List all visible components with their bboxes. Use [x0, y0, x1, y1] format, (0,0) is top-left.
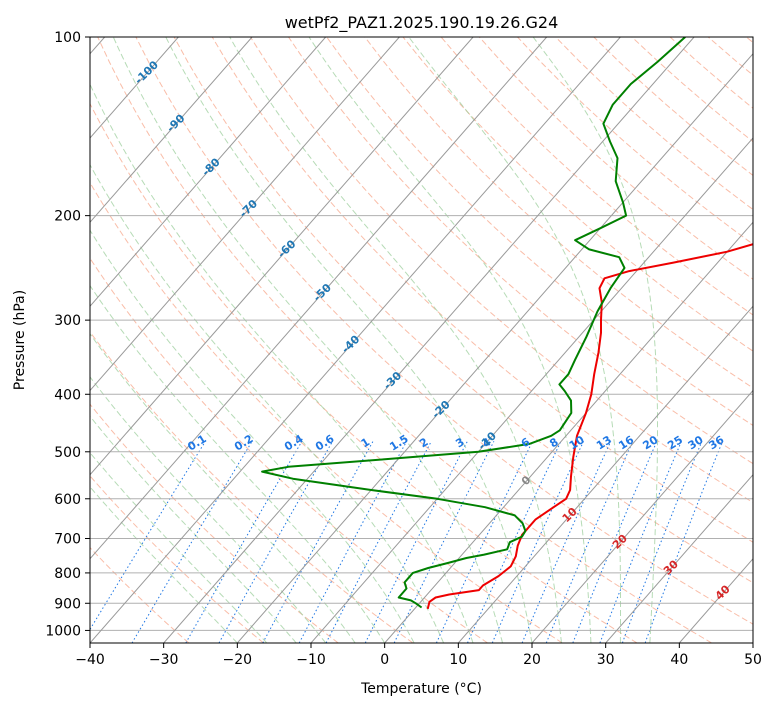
y-tick-label: 400 [54, 387, 81, 403]
y-axis: 100 200 300 400 500 600 700 800 900 1000 [45, 30, 90, 639]
dry-adiabat-line [173, 37, 753, 584]
dewpoint-profile [261, 37, 686, 609]
temperature-profile [426, 243, 753, 610]
x-tick-label: 40 [670, 652, 688, 668]
mixing-ratio-line [131, 441, 253, 643]
isotherm-line [90, 37, 253, 223]
mixing-ratio-line [545, 441, 634, 643]
x-tick-label: −10 [296, 652, 326, 668]
dry-adiabat-line [90, 102, 638, 643]
mixing-ratio-line [393, 441, 495, 643]
dry-adiabat-line [135, 37, 753, 625]
dry-adiabat-line [288, 37, 753, 465]
mixing-ratio-line [262, 441, 374, 643]
moist-adiabat-line [165, 37, 533, 643]
dry-adiabat-line [90, 257, 488, 643]
x-tick-label: −40 [75, 652, 105, 668]
plot-area [90, 37, 753, 643]
y-tick-label: 1000 [45, 623, 81, 639]
isotherm-line [163, 37, 695, 643]
moist-adiabat-line [90, 83, 474, 643]
x-axis: −40 −30 −20 −10 0 10 20 30 40 50 [75, 643, 762, 668]
x-tick-label: 0 [380, 652, 389, 668]
moist-adiabat-line [90, 486, 238, 643]
plot-frame [89, 36, 754, 644]
x-tick-label: 30 [597, 652, 615, 668]
mixing-ratio-line [90, 441, 206, 631]
dry-adiabat-line [97, 37, 712, 643]
y-tick-label: 800 [54, 566, 81, 582]
y-tick-label: 300 [54, 313, 81, 329]
dry-adiabat-line [402, 37, 753, 352]
y-tick-label: 700 [54, 532, 81, 548]
moist-adiabat-line [90, 451, 268, 643]
moist-adiabat-line [308, 37, 592, 643]
y-axis-label: Pressure (hPa) [12, 290, 28, 390]
isotherm-line [457, 305, 753, 643]
sounding-series [261, 37, 753, 610]
x-axis-label: Temperature (°C) [360, 681, 482, 697]
mixing-ratio-line [491, 441, 585, 643]
moist-adiabat-line [112, 37, 503, 643]
moist-adiabat-line [229, 37, 562, 643]
mixing-ratio-lines [90, 441, 723, 643]
x-tick-label: 20 [523, 652, 541, 668]
isotherm-line [90, 37, 400, 392]
mixing-ratio-line [218, 441, 334, 643]
y-tick-label: 600 [54, 492, 81, 508]
isotherm-line [310, 137, 753, 643]
x-tick-label: 10 [449, 652, 467, 668]
moist-adiabat-line [90, 415, 297, 643]
mixing-ratio-line [572, 441, 658, 643]
isotherm-line [384, 221, 753, 643]
y-tick-label: 100 [54, 30, 81, 46]
y-tick-label: 900 [54, 596, 81, 612]
isotherm-line [236, 53, 753, 643]
x-tick-label: −30 [149, 652, 179, 668]
dry-adiabat-line [90, 403, 339, 643]
y-tick-label: 500 [54, 445, 81, 461]
isotherm-line [90, 37, 548, 560]
pressure-gridlines [90, 37, 753, 631]
isotherm-line [605, 473, 753, 643]
dry-adiabat-line [440, 37, 753, 316]
x-tick-label: −20 [223, 652, 253, 668]
moist-adiabat-line [408, 37, 621, 643]
dry-adiabat-line [326, 37, 753, 427]
moist-adiabat-line [532, 37, 658, 643]
isotherm-line [90, 37, 474, 476]
y-tick-label: 200 [54, 209, 81, 225]
chart-title: wetPf2_PAZ1.2025.190.19.26.G24 [285, 13, 559, 33]
mixing-ratio-line [185, 441, 303, 643]
isotherms [90, 37, 753, 643]
isotherm-line [531, 389, 753, 643]
isotherm-line [90, 37, 327, 308]
moist-adiabat-line [90, 376, 327, 643]
moist-adiabat-line [90, 284, 386, 643]
isotherm-line [90, 37, 621, 643]
moist-adiabat-line [90, 163, 445, 643]
x-tick-label: 50 [744, 652, 762, 668]
dry-adiabat-line [90, 475, 264, 643]
mixing-ratio-line [298, 441, 408, 643]
mixing-ratio-line [521, 441, 612, 643]
